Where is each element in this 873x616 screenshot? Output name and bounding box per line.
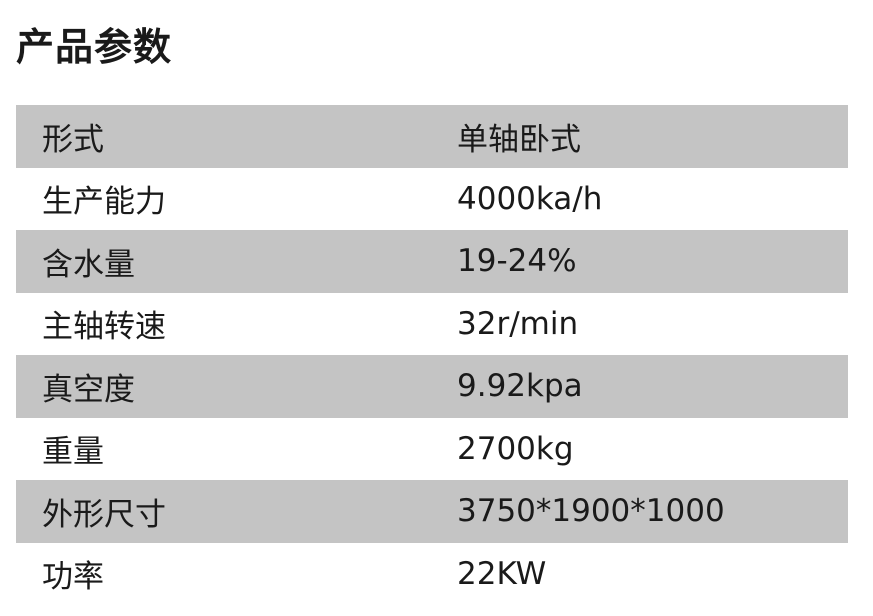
row-label: 真空度 bbox=[42, 371, 135, 408]
table-row: 形式 单轴卧式 bbox=[16, 105, 848, 168]
row-value: 4000ka/h bbox=[457, 180, 603, 217]
row-value: 32r/min bbox=[457, 305, 579, 342]
row-label: 功率 bbox=[42, 559, 104, 596]
row-value: 22KW bbox=[457, 555, 547, 592]
row-label: 外形尺寸 bbox=[42, 496, 166, 533]
table-row: 生产能力 4000ka/h bbox=[16, 168, 848, 231]
table-row: 主轴转速 32r/min bbox=[16, 293, 848, 356]
row-label: 含水量 bbox=[42, 246, 135, 283]
row-label: 重量 bbox=[42, 434, 104, 471]
row-label: 主轴转速 bbox=[42, 309, 166, 346]
table-row: 外形尺寸 3750*1900*1000 bbox=[16, 480, 848, 543]
row-value: 2700kg bbox=[457, 430, 574, 467]
row-label: 形式 bbox=[42, 121, 104, 158]
table-row: 重量 2700kg bbox=[16, 418, 848, 481]
row-value: 19-24% bbox=[457, 243, 577, 280]
row-label: 生产能力 bbox=[42, 184, 166, 221]
table-row: 含水量 19-24% bbox=[16, 230, 848, 293]
table-row: 真空度 9.92kpa bbox=[16, 355, 848, 418]
row-value: 单轴卧式 bbox=[457, 121, 581, 158]
page-title: 产品参数 bbox=[16, 25, 173, 69]
row-value: 3750*1900*1000 bbox=[457, 493, 725, 530]
row-value: 9.92kpa bbox=[457, 368, 583, 405]
spec-table: 形式 单轴卧式 生产能力 4000ka/h 含水量 19-24% 主轴转速 32r/mi… bbox=[16, 105, 848, 605]
table-row: 功率 22KW bbox=[16, 543, 848, 606]
